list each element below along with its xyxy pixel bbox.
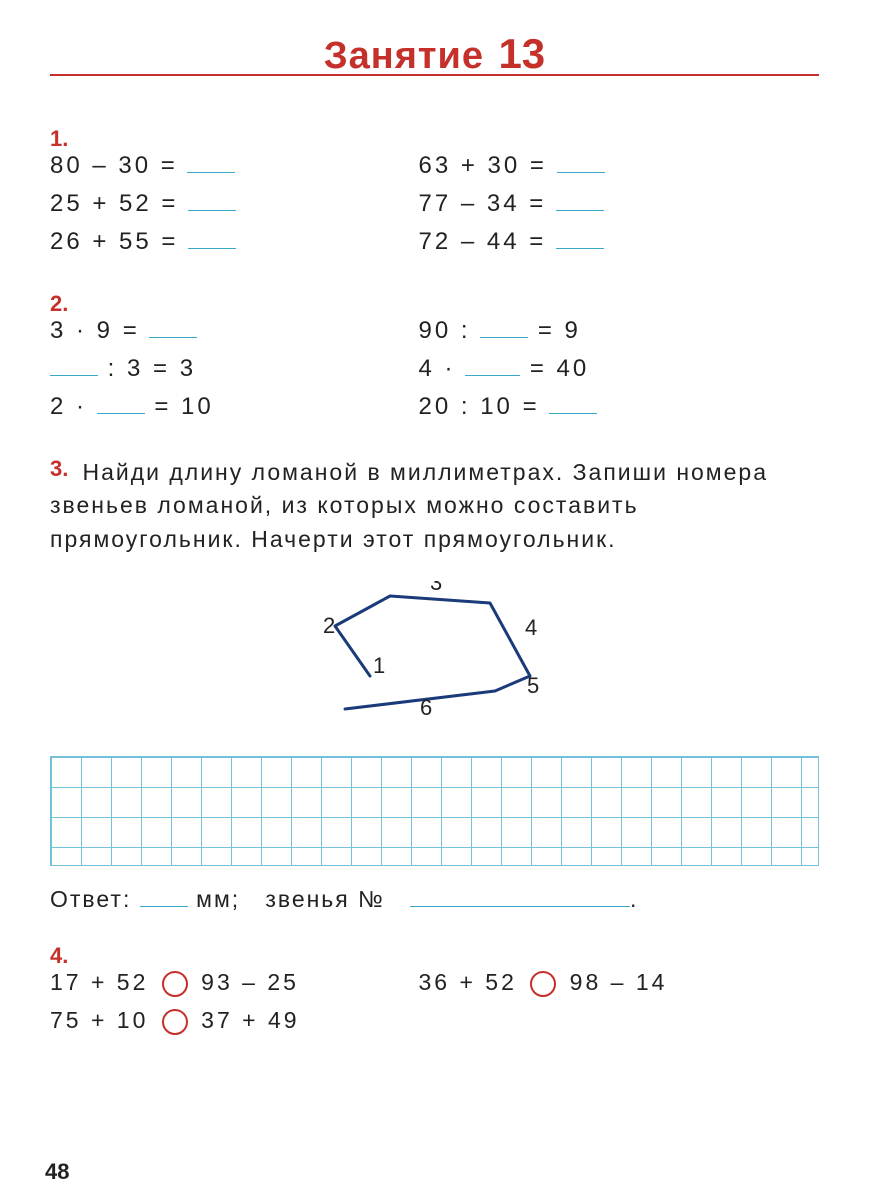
comparison-left: 17 + 52 <box>50 969 148 995</box>
equation: 20 : 10 = <box>419 393 540 420</box>
exercise-2: 2. 3 · 9 = : 3 = 3 2 · = 10 90 : = 9 4 ·… <box>50 291 819 431</box>
answer-blank[interactable] <box>188 191 236 211</box>
comparison-left: 36 + 52 <box>419 969 517 995</box>
svg-text:1: 1 <box>373 653 385 678</box>
equation: 72 – 44 = <box>419 228 547 255</box>
comparison-right: 98 – 14 <box>570 969 668 995</box>
answer-blank[interactable] <box>149 318 197 338</box>
comparison-right: 37 + 49 <box>201 1007 299 1033</box>
answer-blank[interactable] <box>97 394 145 414</box>
equation: = 40 <box>520 355 589 382</box>
comparison-circle[interactable] <box>162 971 188 997</box>
ex4-left-column: 17 + 52 93 – 25 75 + 10 37 + 49 <box>50 969 419 1045</box>
ex1-right-column: 63 + 30 = 77 – 34 = 72 – 44 = <box>419 152 788 266</box>
exercise-4: 4. 17 + 52 93 – 25 75 + 10 37 + 49 36 + … <box>50 943 819 1045</box>
comparison-circle[interactable] <box>162 1009 188 1035</box>
equation: 25 + 52 = <box>50 190 178 217</box>
equation: 63 + 30 = <box>419 152 547 179</box>
equation: 4 · <box>419 355 466 382</box>
answer-blank[interactable] <box>50 356 98 376</box>
equation: : 3 = 3 <box>98 355 196 382</box>
exercise-number: 1. <box>50 126 78 152</box>
comparison-left: 75 + 10 <box>50 1007 148 1033</box>
answer-blank-links[interactable] <box>410 889 630 907</box>
equation: 26 + 55 = <box>50 228 178 255</box>
polyline-svg: 1 2 3 4 5 6 <box>275 581 595 731</box>
comparison-circle[interactable] <box>530 971 556 997</box>
ex1-left-column: 80 – 30 = 25 + 52 = 26 + 55 = <box>50 152 419 266</box>
answer-mm-label: мм; <box>196 886 240 912</box>
answer-blank[interactable] <box>188 229 236 249</box>
svg-text:2: 2 <box>323 613 335 638</box>
exercise-number: 4. <box>50 943 78 969</box>
title-number: 13 <box>498 30 545 77</box>
equation: 80 – 30 = <box>50 152 178 179</box>
answer-blank[interactable] <box>556 191 604 211</box>
answer-blank-mm[interactable] <box>140 887 188 907</box>
equation: = 9 <box>528 317 581 344</box>
equation: = 10 <box>145 393 214 420</box>
lesson-header: Занятие 13 <box>50 30 819 78</box>
ex2-right-column: 90 : = 9 4 · = 40 20 : 10 = <box>419 317 788 431</box>
page-number: 48 <box>45 1159 69 1185</box>
svg-text:5: 5 <box>527 673 539 698</box>
answer-blank[interactable] <box>465 356 520 376</box>
svg-text:3: 3 <box>430 581 442 595</box>
answer-blank[interactable] <box>556 229 604 249</box>
drawing-grid[interactable] <box>50 756 819 866</box>
answer-links-label: звенья № <box>265 886 385 912</box>
problem-text: Найди длину ломаной в миллиметрах. Запиш… <box>50 459 768 552</box>
answer-blank[interactable] <box>557 153 605 173</box>
title-word: Занятие <box>324 35 484 77</box>
svg-text:4: 4 <box>525 615 537 640</box>
equation: 90 : <box>419 317 481 344</box>
answer-prefix: Ответ: <box>50 886 131 912</box>
exercise-3: 3. Найди длину ломаной в миллиметрах. За… <box>50 456 819 556</box>
comparison-right: 93 – 25 <box>201 969 299 995</box>
svg-text:6: 6 <box>420 695 432 720</box>
equation: 2 · <box>50 393 97 420</box>
ex4-right-column: 36 + 52 98 – 14 <box>419 969 788 1045</box>
exercise-number: 2. <box>50 291 78 317</box>
exercise-1: 1. 80 – 30 = 25 + 52 = 26 + 55 = 63 + 30… <box>50 126 819 266</box>
equation: 77 – 34 = <box>419 190 547 217</box>
answer-blank[interactable] <box>549 394 597 414</box>
ex2-left-column: 3 · 9 = : 3 = 3 2 · = 10 <box>50 317 419 431</box>
equation: 3 · 9 = <box>50 317 140 344</box>
answer-blank[interactable] <box>187 153 235 173</box>
answer-blank[interactable] <box>480 318 528 338</box>
polyline-diagram: 1 2 3 4 5 6 <box>50 581 819 736</box>
exercise-number: 3. <box>50 456 78 482</box>
answer-line: Ответ: мм; звенья № . <box>50 886 819 913</box>
